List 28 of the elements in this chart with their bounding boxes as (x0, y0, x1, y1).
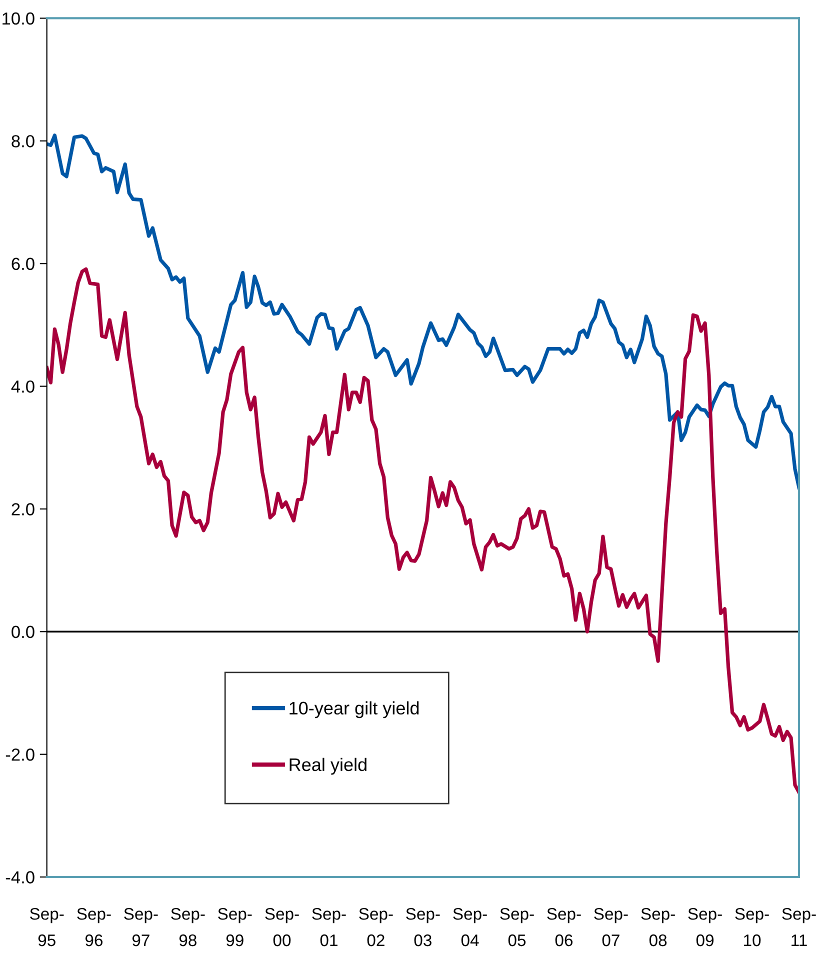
x-tick-label: Sep- 03 (406, 908, 440, 946)
y-tick-label: 8.0 (12, 135, 34, 148)
x-tick-label: Sep- 07 (594, 908, 628, 946)
x-tick-label: Sep- 00 (265, 908, 299, 946)
x-tick-label: Sep- 11 (782, 908, 816, 946)
x-tick-label: Sep- 01 (312, 908, 346, 946)
x-tick-label: Sep- 97 (124, 908, 158, 946)
y-tick-label: 2.0 (12, 503, 34, 516)
x-tick-label: Sep- 05 (500, 908, 534, 946)
y-tick-label: 10.0 (2, 12, 34, 25)
x-tick-label: Sep- 98 (171, 908, 205, 946)
x-tick-label: Sep- 95 (30, 908, 64, 946)
x-tick-label: Sep- 08 (641, 908, 675, 946)
y-tick-label: -4.0 (6, 871, 34, 884)
line-series (46, 134, 799, 490)
y-tick-label: 6.0 (12, 258, 34, 270)
y-tick-label: 0.0 (12, 626, 34, 638)
y-tick-label: 4.0 (11, 380, 34, 393)
legend-label: 10-year gilt yield (290, 701, 419, 718)
x-tick-label: Sep- 09 (688, 908, 722, 946)
x-tick-label: Sep- 10 (735, 908, 769, 946)
x-tick-label: Sep- 04 (453, 908, 487, 946)
y-tick-label: -2.0 (6, 748, 34, 761)
x-tick-label: Sep- 02 (359, 908, 393, 946)
x-tick-label: Sep- 99 (218, 908, 252, 946)
legend-label: Real yield (290, 758, 366, 775)
x-tick-label: Sep- 96 (77, 908, 111, 946)
x-tick-label: Sep- 06 (547, 908, 581, 946)
